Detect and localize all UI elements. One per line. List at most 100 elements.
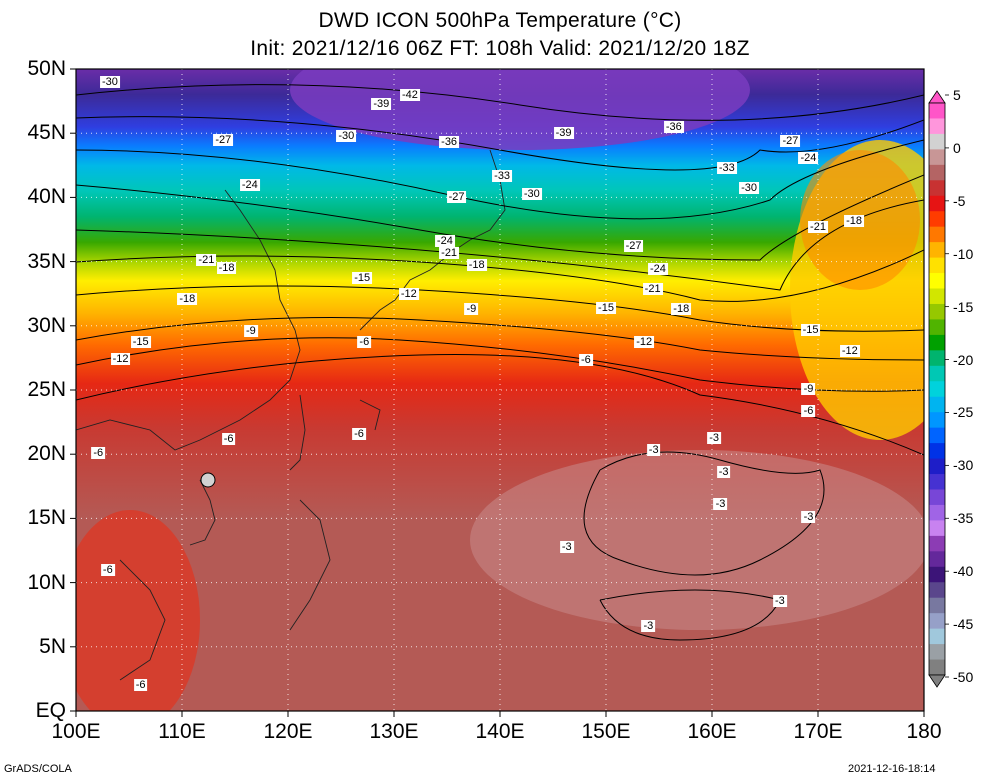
colorbar-swatch — [929, 489, 945, 506]
software-credit: GrADS/COLA — [4, 763, 72, 775]
colorbar-swatch — [929, 288, 945, 305]
colorbar-swatch — [929, 396, 945, 413]
isotherm-value-label: -27 — [213, 133, 234, 146]
colorbar-swatch — [929, 226, 945, 243]
longitude-label: 140E — [475, 720, 525, 743]
isotherm-value-label: -39 — [553, 127, 574, 140]
isotherm-value-label: -21 — [196, 254, 217, 267]
isotherm-value-label: -15 — [596, 301, 616, 314]
isotherm-line — [76, 249, 924, 302]
colorbar-swatch — [929, 412, 945, 429]
colorbar-swatch — [929, 659, 945, 676]
isotherm-value-label: -6 — [221, 432, 236, 445]
colorbar-swatch — [929, 535, 945, 552]
longitude-label: 130E — [369, 720, 419, 743]
isotherm-value-label: -24 — [434, 235, 455, 248]
isotherm-value-label: -36 — [663, 120, 684, 133]
colorbar-label: -50 — [953, 669, 974, 685]
isotherm-value-label: -3 — [707, 431, 721, 444]
colorbar-swatch — [929, 427, 945, 444]
colorbar-swatch — [929, 242, 945, 259]
isotherm-line — [76, 285, 924, 332]
warm-tropical-region — [470, 450, 924, 630]
longitude-label: 120E — [263, 720, 313, 743]
colorbar-swatch — [929, 628, 945, 645]
map-title: DWD ICON 500hPa Temperature (°C) — [318, 9, 682, 32]
colorbar-swatch — [929, 613, 945, 630]
isotherm-value-label: -18 — [177, 292, 198, 305]
isotherm-value-label: -18 — [466, 259, 487, 272]
isotherm-line — [76, 139, 924, 220]
colorbar-swatch — [929, 644, 945, 661]
isotherm-value-label: -24 — [798, 151, 819, 164]
isotherm-value-label: -39 — [371, 97, 392, 110]
coastline — [119, 559, 166, 681]
isotherm-value-label: -24 — [239, 178, 260, 191]
colorbar-max-arrow — [928, 90, 946, 104]
isotherm-value-label: -3 — [716, 466, 731, 479]
colorbar-swatch — [929, 365, 945, 382]
latitude-label: 15N — [27, 506, 66, 530]
coastline — [289, 394, 306, 471]
colorbar-label: -35 — [953, 510, 974, 527]
isotherm-value-label: -21 — [642, 282, 663, 295]
longitude-label: 160E — [687, 720, 737, 743]
colorbar-swatch — [929, 551, 945, 568]
isotherm-value-label: -6 — [133, 679, 148, 692]
latitude-label: 40N — [27, 185, 66, 209]
longitude-label: 170E — [793, 720, 843, 743]
isotherm-value-label: -6 — [352, 427, 366, 440]
colorbar-swatch — [929, 303, 945, 320]
isotherm-value-label: -6 — [91, 446, 106, 459]
colorbar-label: -10 — [953, 245, 974, 262]
isotherm-line — [76, 84, 924, 121]
latitude-label: 35N — [27, 249, 66, 273]
typhoon-warm-core — [200, 472, 216, 488]
colorbar-swatch — [929, 103, 945, 119]
isotherm-value-label: -3 — [559, 540, 574, 553]
isotherm-value-label: -3 — [646, 444, 661, 457]
isotherm-value-label: -6 — [357, 336, 372, 349]
isotherm-value-label: -3 — [772, 594, 787, 607]
isotherm-value-label: -33 — [716, 161, 737, 174]
isotherm-value-label: -15 — [130, 336, 151, 349]
latitude-label: 45N — [27, 121, 66, 145]
isotherm-value-label: -15 — [800, 323, 821, 336]
latitude-label: 30N — [27, 313, 66, 337]
isotherm-value-label: -3 — [641, 620, 656, 633]
colorbar-swatch — [929, 334, 945, 351]
isotherm-value-label: -27 — [623, 240, 644, 253]
isotherm-value-label: -6 — [578, 354, 593, 367]
colorbar-swatch — [929, 133, 945, 150]
isotherm-value-label: -12 — [634, 336, 655, 349]
map-subtitle: Init: 2021/12/16 06Z FT: 108h Valid: 202… — [250, 37, 750, 60]
colorbar-label: -15 — [953, 298, 974, 315]
colorbar-swatch — [929, 381, 945, 398]
colorbar-swatch — [929, 350, 945, 367]
coastline — [189, 479, 216, 546]
colorbar-min-arrow — [928, 674, 946, 688]
isotherm-value-label: -9 — [464, 303, 479, 316]
colorbar-swatch — [929, 443, 945, 460]
isotherm-value-label: -3 — [801, 511, 816, 524]
isotherm-value-label: -9 — [244, 324, 258, 337]
isotherm-value-label: -21 — [439, 246, 460, 259]
isotherm-value-label: -36 — [439, 136, 460, 149]
coastline — [289, 499, 331, 631]
colorbar-swatch — [929, 118, 945, 135]
isotherm-line — [76, 199, 924, 291]
isotherm-line — [76, 174, 924, 261]
colorbar-swatch — [929, 520, 945, 537]
isotherm-value-label: -42 — [399, 88, 420, 101]
colorbar-label: -30 — [953, 457, 974, 474]
isotherm-value-label: -27 — [780, 134, 801, 147]
render-timestamp: 2021-12-16-18:14 — [848, 763, 936, 775]
colorbar-swatch — [929, 180, 945, 197]
isotherm-value-label: -18 — [844, 214, 864, 227]
colorbar-swatch — [929, 597, 945, 614]
colorbar-swatch — [929, 458, 945, 475]
colorbar-label: -40 — [953, 563, 974, 580]
colorbar-label: -25 — [953, 404, 974, 421]
south-china-sea-warm-region — [76, 510, 200, 711]
latitude-label: 5N — [39, 634, 66, 658]
